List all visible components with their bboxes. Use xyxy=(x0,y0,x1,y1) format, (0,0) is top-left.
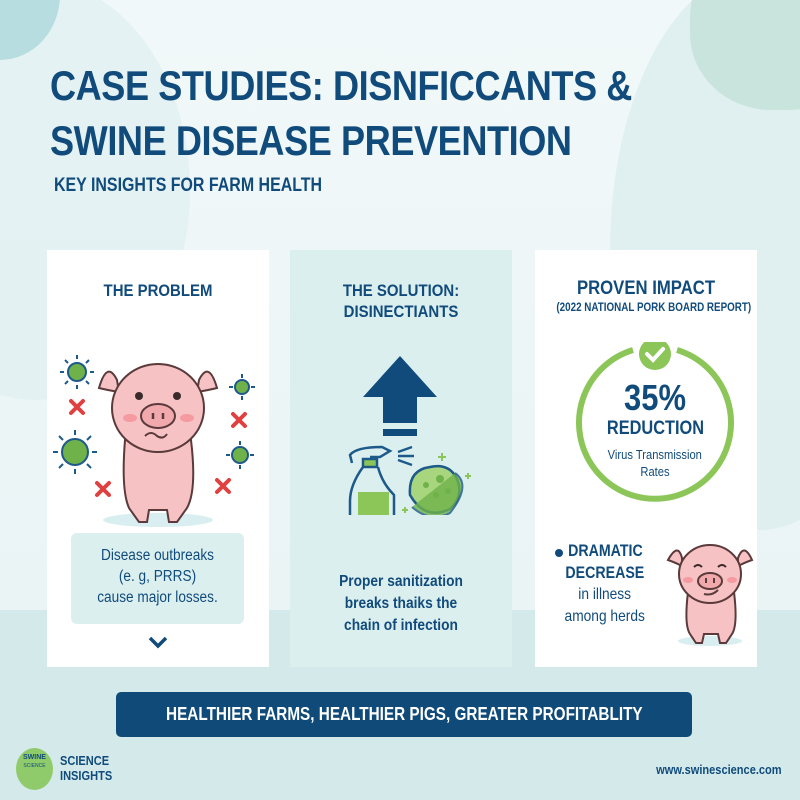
title-line-2: SWINE DISEASE PREVENTION xyxy=(50,117,572,164)
card-title: THE PROBLEM xyxy=(103,281,213,300)
stat-block: 35% REDUCTION Virus Transmission Rates xyxy=(606,377,704,480)
bullet-icon xyxy=(555,549,563,557)
chevron-down-icon[interactable] xyxy=(147,635,169,651)
red-x-icon xyxy=(69,399,247,497)
up-arrow-icon xyxy=(363,356,437,436)
page-title: CASE STUDIES: DISNFICCANTS & SWINE DISEA… xyxy=(50,58,652,168)
brand-logo[interactable]: SWINE SCIENCE xyxy=(16,748,53,790)
impact-bullet: DRAMATIC DECREASE in illness among herds xyxy=(545,540,665,628)
page-subtitle: KEY INSIGHTS FOR FARM HEALTH xyxy=(54,175,323,196)
worried-pig-illustration xyxy=(53,355,255,527)
brand-name: SCIENCE INSIGHTS xyxy=(60,753,113,783)
card-title: THE SOLUTION: DISINECTIANTS xyxy=(342,281,460,321)
problem-description: Disease outbreaks (e. g, PRRS) cause maj… xyxy=(71,533,244,624)
card-problem: THE PROBLEM xyxy=(47,250,269,667)
card-impact: PROVEN IMPACT (2022 NATIONAL PORK BOARD … xyxy=(535,250,757,667)
solution-description: Proper sanitization breaks thaiks the ch… xyxy=(339,573,463,634)
happy-pig-illustration xyxy=(666,544,754,646)
sponge-icon xyxy=(402,453,471,515)
website-link[interactable]: www.swinescience.com xyxy=(656,762,782,777)
card-title: PROVEN IMPACT xyxy=(576,278,716,299)
tagline-banner: HEALTHIER FARMS, HEALTHIER PIGS, GREATER… xyxy=(116,692,692,737)
virus-icon xyxy=(61,362,250,466)
spray-bottle-icon xyxy=(348,445,414,515)
source-citation: (2022 NATIONAL PORK BOARD REPORT) xyxy=(556,300,752,314)
stat-value: 35% xyxy=(624,377,686,418)
stat-label: REDUCTION xyxy=(606,418,704,439)
stat-ring xyxy=(576,342,734,502)
disinfectant-illustration xyxy=(348,356,471,515)
title-line-1: CASE STUDIES: DISNFICCANTS & xyxy=(50,62,632,109)
card-solution: THE SOLUTION: DISINECTIANTS Proper sanit… xyxy=(290,250,512,667)
